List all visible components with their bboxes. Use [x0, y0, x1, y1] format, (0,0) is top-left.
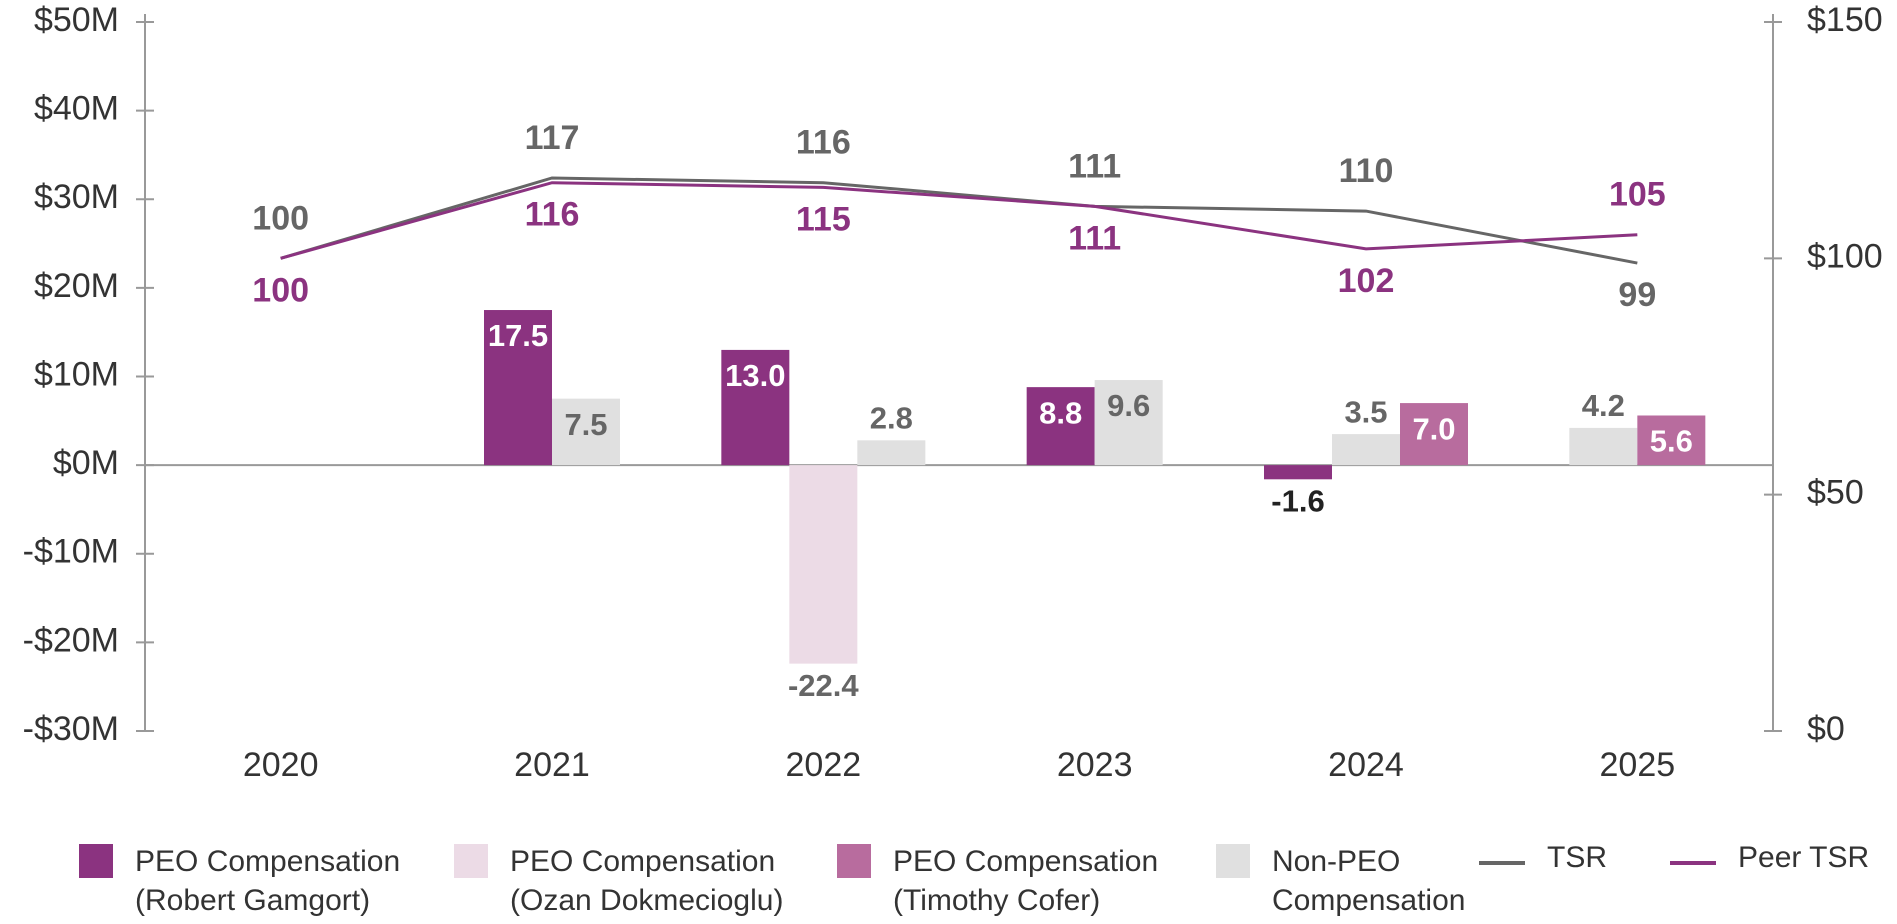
- bar: [1637, 415, 1706, 466]
- bar: [721, 349, 790, 466]
- legend-swatch: [79, 844, 113, 878]
- bar-label: 5.6: [1650, 424, 1693, 459]
- bar-label: 2.8: [870, 400, 913, 435]
- bar-label: -22.4: [788, 668, 859, 703]
- line-label: 116: [796, 124, 851, 162]
- legend-swatch: [1670, 861, 1716, 865]
- bar-label: 7.0: [1412, 411, 1455, 446]
- bar: [789, 465, 858, 664]
- legend-label: PEO Compensation (Robert Gamgort): [135, 845, 401, 917]
- legend-item: Non-PEO Compensation: [1216, 842, 1492, 920]
- line-label: 111: [1068, 219, 1121, 257]
- legend-swatch: [837, 844, 871, 878]
- y-tick-label: -$20M: [23, 621, 119, 659]
- bar-label: 9.6: [1107, 388, 1150, 423]
- y2-tick-label: $150: [1807, 1, 1883, 39]
- bar-label: 8.8: [1039, 395, 1082, 430]
- legend-swatch: [1216, 844, 1250, 878]
- line-label: 99: [1618, 276, 1656, 314]
- y-tick-label: $0M: [53, 444, 119, 482]
- x-tick-label: 2022: [786, 746, 862, 784]
- line-label: 115: [796, 200, 851, 238]
- line-label: 100: [252, 271, 309, 309]
- bar: [552, 398, 620, 466]
- x-tick-label: 2020: [243, 746, 319, 784]
- y-tick-label: -$10M: [23, 533, 119, 571]
- legend-swatch: [454, 844, 488, 878]
- legend-label: TSR: [1547, 841, 1607, 874]
- line-label: 105: [1609, 176, 1666, 214]
- line-label: 116: [525, 196, 580, 234]
- legend-item: Peer TSR: [1670, 841, 1897, 877]
- y2-tick-label: $100: [1807, 237, 1883, 275]
- bar: [1094, 380, 1163, 466]
- legend-label: Non-PEO Compensation: [1272, 845, 1466, 917]
- y2-tick-label: $0: [1807, 710, 1845, 748]
- legend-item: TSR: [1479, 841, 1647, 877]
- bar: [857, 440, 926, 466]
- line: [280, 181, 1638, 260]
- bar-label: 4.2: [1582, 388, 1625, 423]
- line-label: 110: [1339, 152, 1394, 190]
- bar: [1264, 465, 1332, 480]
- bar-label: 13.0: [725, 358, 785, 393]
- bar-label: 7.5: [564, 407, 607, 442]
- line: [280, 176, 1638, 265]
- line-label: 102: [1338, 262, 1395, 300]
- y-tick-label: $40M: [34, 90, 119, 128]
- y2-tick-label: $50: [1807, 474, 1864, 512]
- y-tick-label: $10M: [34, 355, 119, 393]
- bar: [1400, 403, 1468, 466]
- legend-swatch: [1479, 861, 1525, 865]
- line-label: 117: [525, 119, 580, 157]
- y-tick-label: $50M: [34, 1, 119, 39]
- line-label: 100: [252, 199, 309, 237]
- x-tick-label: 2024: [1328, 746, 1404, 784]
- bar: [1332, 434, 1400, 466]
- bar-label: -1.6: [1271, 483, 1324, 518]
- legend-label: Peer TSR: [1738, 841, 1870, 874]
- bar: [484, 310, 552, 466]
- bar-label: 17.5: [488, 318, 548, 353]
- x-tick-label: 2023: [1057, 746, 1133, 784]
- legend-label: PEO Compensation (Ozan Dokmecioglu): [510, 845, 784, 917]
- y-tick-label: -$30M: [23, 710, 119, 748]
- legend-label: PEO Compensation (Timothy Cofer): [893, 845, 1159, 917]
- bar-label: 3.5: [1344, 394, 1387, 429]
- y-tick-label: $30M: [34, 178, 119, 216]
- legend-item: PEO Compensation (Robert Gamgort): [79, 842, 435, 920]
- y-tick-label: $20M: [34, 267, 119, 305]
- legend-item: PEO Compensation (Timothy Cofer): [837, 842, 1193, 920]
- x-tick-label: 2025: [1600, 746, 1676, 784]
- bar: [1026, 387, 1095, 466]
- legend-item: PEO Compensation (Ozan Dokmecioglu): [454, 842, 830, 920]
- line-label: 111: [1068, 147, 1121, 185]
- x-tick-label: 2021: [514, 746, 590, 784]
- bar: [1569, 427, 1638, 466]
